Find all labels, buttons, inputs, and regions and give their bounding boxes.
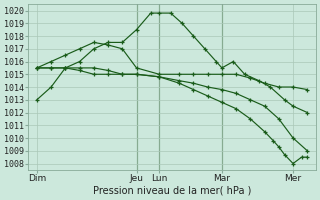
X-axis label: Pression niveau de la mer( hPa ): Pression niveau de la mer( hPa ) <box>93 186 251 196</box>
